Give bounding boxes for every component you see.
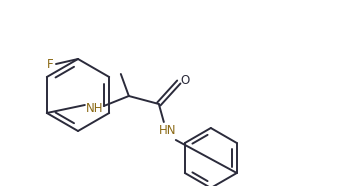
Text: NH: NH <box>86 102 104 116</box>
Text: F: F <box>47 59 53 71</box>
Text: HN: HN <box>159 124 177 137</box>
Text: O: O <box>180 75 190 87</box>
